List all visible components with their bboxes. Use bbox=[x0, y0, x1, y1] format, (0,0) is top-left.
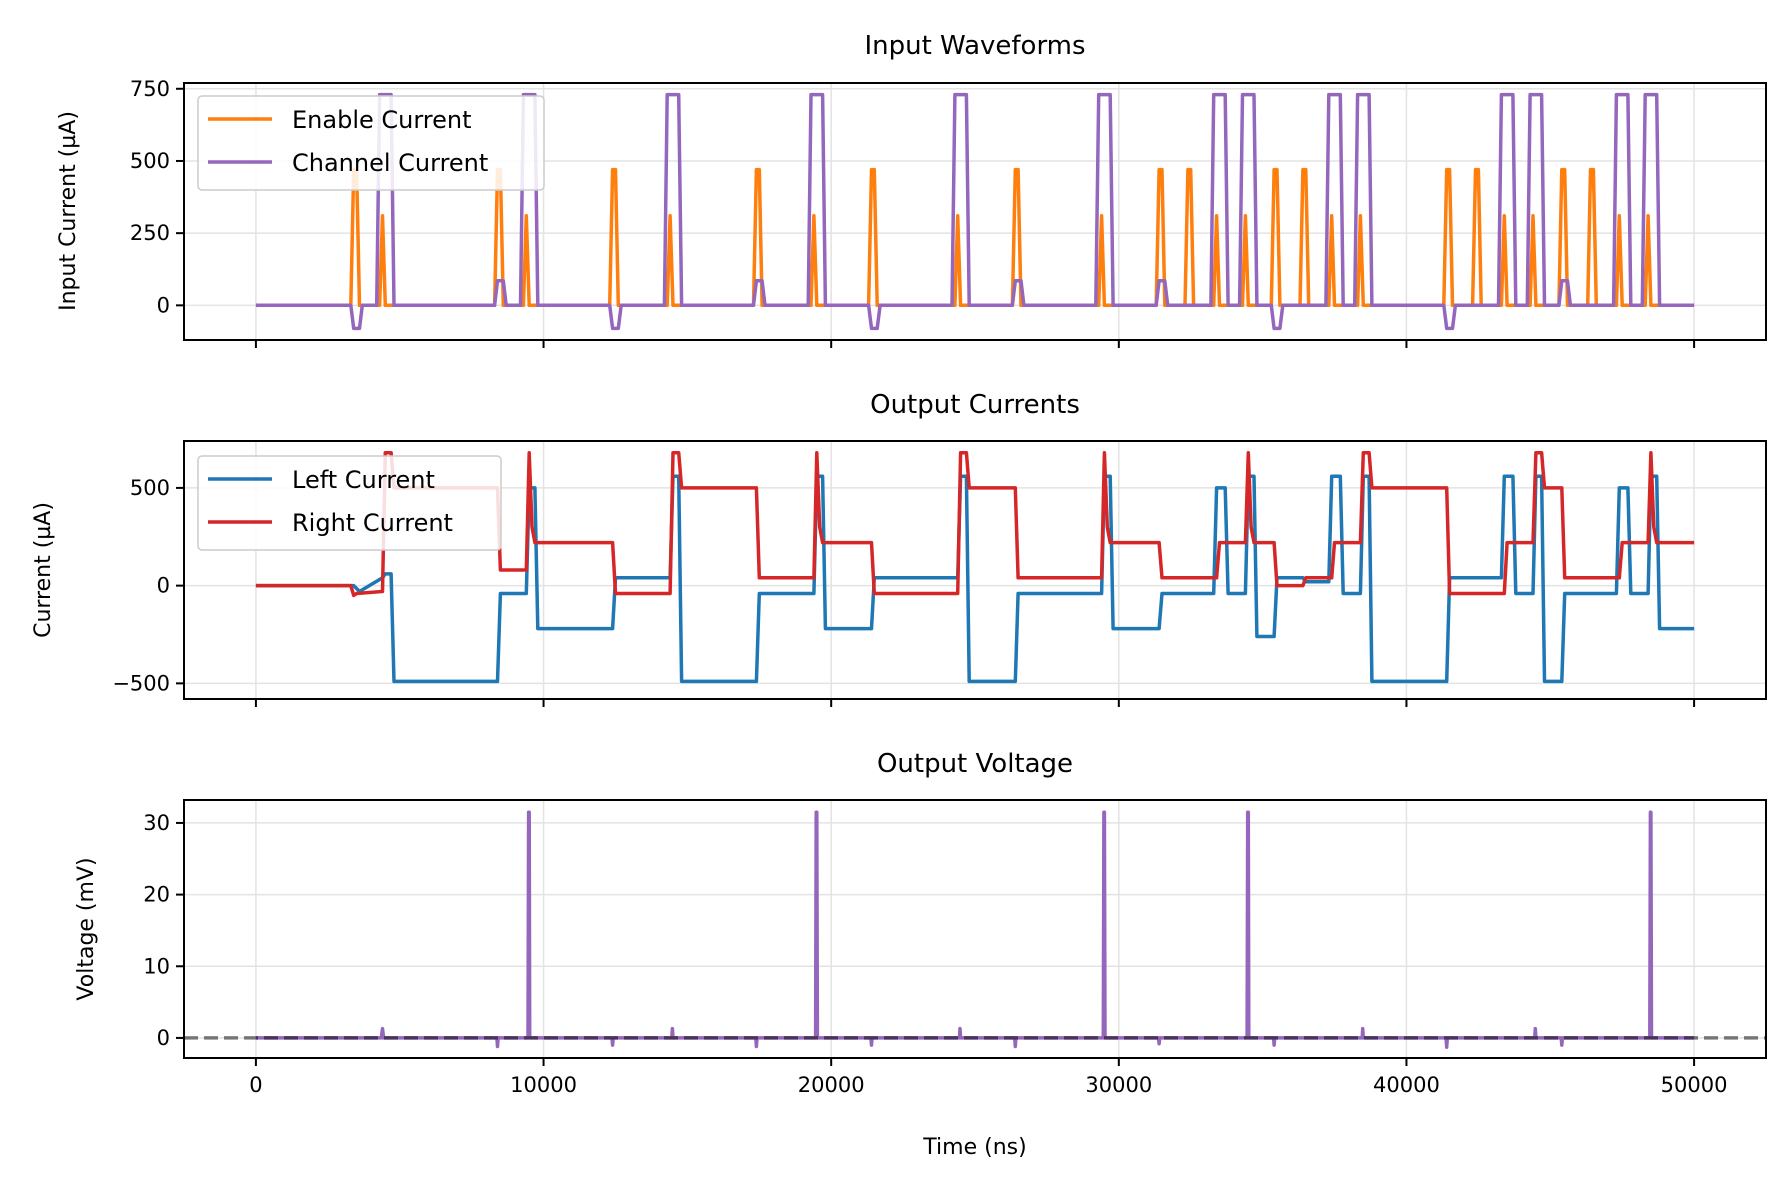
y-tick-label: −500 bbox=[112, 671, 170, 695]
x-tick-label: 30000 bbox=[1085, 1073, 1152, 1097]
series-line-channel-current bbox=[255, 92, 1695, 331]
plot-area-3 bbox=[184, 810, 1766, 1050]
panel-2-series bbox=[255, 450, 1695, 684]
x-tick-label: 0 bbox=[249, 1073, 262, 1097]
x-tick-label: 20000 bbox=[798, 1073, 865, 1097]
plot-area-1 bbox=[255, 92, 1695, 331]
panel-2-ticks: −500 0 500 bbox=[112, 476, 1696, 707]
panel-3-frame bbox=[183, 799, 1767, 1059]
legend-2-box bbox=[197, 455, 502, 551]
y-tick-label: 0 bbox=[157, 574, 170, 598]
panel-1-ylabel: Input Current (µA) bbox=[56, 111, 81, 311]
y-tick-label: 30 bbox=[143, 811, 170, 835]
y-tick-label: 10 bbox=[143, 954, 170, 978]
panel-1-frame bbox=[183, 82, 1767, 341]
series-line-enable-current bbox=[255, 167, 1695, 308]
y-tick-label: 500 bbox=[130, 149, 170, 173]
panel-1-title: Input Waveforms bbox=[864, 31, 1085, 61]
panel-1-legend: Enable Current Channel Current bbox=[197, 95, 545, 191]
panel-3-ylabel: Voltage (mV) bbox=[74, 857, 99, 1000]
legend-channel-current-label: Channel Current bbox=[292, 149, 488, 177]
y-tick-label: 0 bbox=[157, 1026, 170, 1050]
panel-2-ylabel: Current (µA) bbox=[31, 502, 56, 638]
x-tick-label: 40000 bbox=[1373, 1073, 1440, 1097]
legend-right-current-label: Right Current bbox=[292, 509, 453, 537]
y-tick-label: 500 bbox=[130, 476, 170, 500]
panel-3-title: Output Voltage bbox=[877, 749, 1073, 779]
plot-area-2 bbox=[255, 450, 1695, 684]
x-axis-label: Time (ns) bbox=[922, 1135, 1026, 1160]
panel-2-frame bbox=[183, 440, 1767, 700]
x-tick-label: 50000 bbox=[1661, 1073, 1728, 1097]
y-tick-label: 20 bbox=[143, 883, 170, 907]
panel-2-title: Output Currents bbox=[870, 390, 1080, 420]
panel-input-waveforms: Input Waveforms 0 250 500 750 Input Current… bbox=[56, 31, 1767, 348]
legend-1-box bbox=[197, 95, 545, 191]
y-tick-label: 750 bbox=[130, 77, 170, 101]
legend-enable-current-label: Enable Current bbox=[292, 106, 472, 134]
panel-2-legend: Left Current Right Current bbox=[197, 455, 502, 551]
panel-output-currents: Output Currents −500 0 500 Current (µA) Le… bbox=[31, 390, 1767, 707]
panel-1-series bbox=[255, 92, 1695, 331]
panel-1-ticks: 0 250 500 750 bbox=[130, 77, 1696, 348]
panel-3-ticks: 0 10000 20000 30000 40000 50000 0 10 20 30 bbox=[143, 811, 1727, 1097]
legend-left-current-label: Left Current bbox=[292, 466, 435, 494]
y-tick-label: 250 bbox=[130, 221, 170, 245]
x-tick-label: 10000 bbox=[510, 1073, 577, 1097]
panel-output-voltage: Output Voltage 0 10000 20000 30000 40000 5000… bbox=[74, 749, 1767, 1160]
series-line-right-current bbox=[255, 450, 1695, 598]
y-tick-label: 0 bbox=[157, 293, 170, 317]
panel-3-series bbox=[184, 810, 1766, 1050]
